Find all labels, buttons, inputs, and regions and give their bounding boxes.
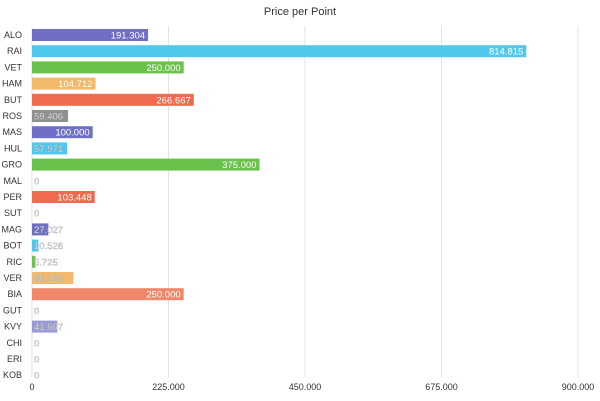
- category-label: MAL: [3, 176, 22, 186]
- category-label: BIA: [7, 289, 22, 299]
- bar: [32, 142, 68, 155]
- x-tick-label: 675.000: [425, 382, 458, 392]
- value-label: 10.526: [34, 241, 63, 252]
- value-label: 375.000: [222, 160, 256, 171]
- category-label: HAM: [2, 79, 22, 89]
- category-label: VET: [4, 62, 22, 72]
- x-tick-label: 225.000: [152, 382, 185, 392]
- category-label: ROS: [2, 111, 22, 121]
- bar: [32, 223, 49, 236]
- value-label: 103.448: [57, 193, 91, 204]
- chart-title: Price per Point: [263, 6, 337, 18]
- value-label: 0: [34, 209, 39, 220]
- value-label: 104.712: [58, 79, 92, 90]
- category-label: SUT: [4, 208, 23, 218]
- bar: [32, 320, 58, 333]
- bar: [32, 288, 184, 301]
- x-tick-label: 0: [29, 382, 34, 392]
- value-label: 266.667: [156, 95, 190, 106]
- value-label: 5.725: [34, 257, 58, 268]
- bar: [32, 61, 184, 74]
- value-label: 250.000: [146, 63, 180, 74]
- bar: [32, 29, 149, 41]
- bar: [32, 191, 95, 203]
- value-label: 0: [34, 355, 39, 366]
- category-label: ALO: [4, 30, 22, 40]
- category-label: VER: [3, 273, 22, 283]
- value-label: 41.667: [34, 322, 63, 333]
- bar: [32, 77, 96, 90]
- bar: [32, 126, 93, 139]
- category-label: CHI: [7, 338, 23, 348]
- bar: [32, 272, 74, 284]
- value-label: 250.000: [146, 290, 180, 301]
- value-label: 0: [34, 306, 39, 317]
- category-label: RIC: [7, 257, 23, 267]
- bar: [32, 110, 69, 122]
- value-label: 0: [34, 371, 39, 382]
- x-tick-label: 900.000: [562, 382, 595, 392]
- category-label: GUT: [3, 305, 23, 315]
- x-tick-label: 450.000: [289, 382, 322, 392]
- value-label: 814.815: [489, 47, 523, 58]
- category-label: BUT: [4, 95, 23, 105]
- bar: [32, 45, 527, 58]
- value-label: 59.406: [34, 112, 63, 123]
- value-label: 100.000: [55, 128, 89, 139]
- bar: [32, 239, 39, 252]
- category-label: KOB: [3, 370, 22, 380]
- value-label: 0: [34, 338, 39, 349]
- category-label: GRO: [1, 160, 22, 170]
- value-label: 191.304: [111, 31, 145, 42]
- category-label: RAI: [7, 46, 22, 56]
- bar: [32, 255, 36, 268]
- category-label: BOT: [3, 241, 22, 251]
- value-label: 0: [34, 176, 39, 187]
- category-label: KVY: [4, 322, 22, 332]
- category-label: HUL: [4, 143, 22, 153]
- category-label: ERI: [7, 354, 22, 364]
- value-label: 27.027: [34, 225, 63, 236]
- bar: [32, 93, 194, 106]
- bar: [32, 158, 260, 171]
- category-label: PER: [3, 192, 22, 202]
- category-label: MAG: [1, 224, 22, 234]
- value-label: 57.971: [34, 144, 63, 155]
- category-label: MAS: [2, 127, 22, 137]
- value-label: 68.182: [34, 274, 63, 285]
